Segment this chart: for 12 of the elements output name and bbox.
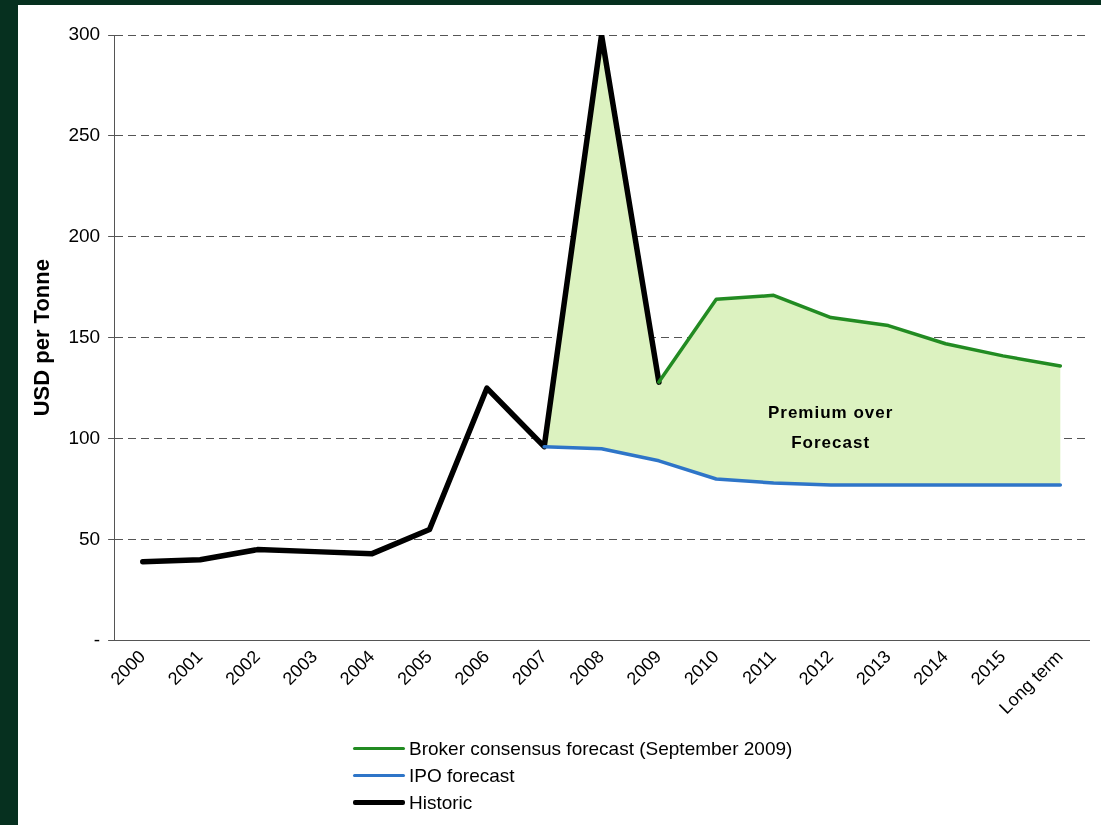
y-tick-label: 300 [68,23,101,45]
legend-label: IPO forecast [409,764,515,787]
legend-label: Broker consensus forecast (September 2009) [409,737,793,760]
y-axis-title: USD per Tonne [29,259,55,417]
y-tick-label: 200 [68,225,101,247]
y-tick-label: 50 [78,527,101,549]
y-tick-label: 150 [68,325,101,347]
y-tick-label: 250 [68,124,101,146]
legend-label: Historic [409,791,473,814]
y-tick-label: 100 [68,426,101,448]
y-tick-label: - [93,628,101,650]
annotation: Premium over Forecast [767,403,894,453]
